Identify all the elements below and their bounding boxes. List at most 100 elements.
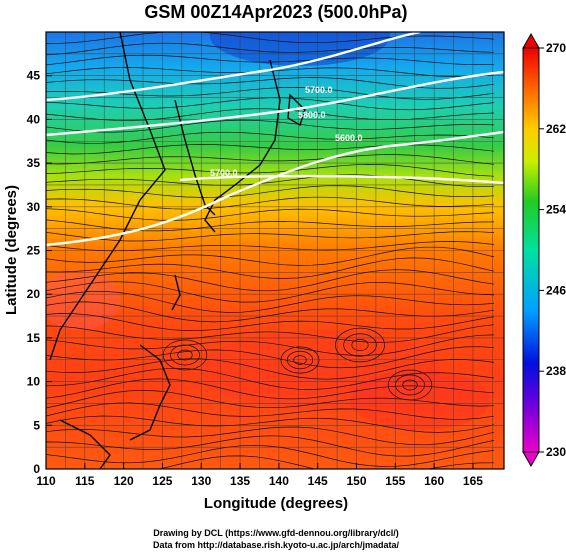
y-tick-label: 10 [27, 375, 41, 389]
colorbar-max-arrow [522, 32, 540, 49]
eddy-streamline [351, 339, 369, 351]
streamline [46, 32, 495, 44]
y-tick-label: 35 [27, 156, 41, 170]
x-axis-title: Longitude (degrees) [204, 495, 348, 512]
contour-label: 5700.0 [305, 85, 333, 95]
contour-label: 5600.0 [335, 133, 363, 143]
cold-core [210, 32, 390, 66]
contour-5800 [46, 130, 504, 247]
eddy-streamline [395, 374, 425, 396]
y-tick-label: 15 [27, 331, 41, 345]
chart-title: GSM 00Z14Apr2023 (500.0hPa) [144, 2, 407, 22]
streamline [46, 435, 495, 457]
colorbar-tick-label: 254 [546, 203, 566, 217]
x-tick-label: 135 [230, 474, 250, 488]
y-axis-ticks: 0 5 10 15 20 25 30 35 40 45 [27, 69, 52, 476]
y-tick-label: 25 [27, 244, 41, 258]
x-axis-ticks: 110 115 120 125 130 135 140 145 150 155 160 165 [36, 463, 483, 488]
colorbar-tick-label: 230 [546, 445, 566, 459]
streamline [46, 164, 495, 177]
contour-5600 [46, 32, 421, 102]
eddy-streamline [170, 344, 200, 366]
streamline [46, 402, 495, 420]
x-tick-label: 115 [75, 474, 95, 488]
streamline [46, 196, 495, 210]
colorbar: 230 238 246 254 262 270 [522, 32, 566, 468]
streamline [46, 290, 495, 313]
streamline [46, 444, 495, 467]
eddy-streamline [335, 327, 385, 363]
streamline [46, 108, 495, 121]
streamline [46, 219, 495, 232]
eddy-streamline [280, 346, 320, 374]
credit-data: Data from http://database.rish.kyoto-u.a… [153, 540, 400, 550]
streamline [46, 54, 495, 66]
streamline [46, 358, 495, 380]
colorbar-tick-label: 238 [546, 364, 566, 378]
streamline [46, 301, 495, 323]
coastline-japan [204, 59, 281, 233]
eddy-streamline [343, 333, 377, 357]
colorbar-ticks: 230 238 246 254 262 270 [539, 41, 566, 459]
streamline [46, 269, 495, 292]
x-tick-label: 160 [424, 474, 444, 488]
x-tick-label: 155 [385, 474, 405, 488]
eddy-streamline [177, 349, 193, 361]
height-contours [46, 32, 504, 247]
eddy-streamline [162, 339, 208, 371]
streamline [46, 426, 495, 446]
warm-patch [200, 330, 440, 410]
contour-5800-b [179, 174, 504, 185]
streamline [46, 415, 495, 433]
colorbar-tick-label: 262 [546, 122, 566, 136]
colorbar-tick-label: 270 [546, 41, 566, 55]
streamline [46, 208, 495, 221]
streamline [46, 241, 495, 252]
x-tick-label: 130 [191, 474, 211, 488]
x-tick-label: 125 [152, 474, 172, 488]
streamline [46, 334, 495, 356]
contour-label: 5700.0 [210, 168, 238, 178]
streamline [46, 246, 495, 266]
contour-label: 5800.0 [298, 110, 326, 120]
x-tick-label: 120 [114, 474, 134, 488]
x-tick-label: 165 [463, 474, 483, 488]
y-tick-label: 40 [27, 112, 41, 126]
coastlines [49, 32, 306, 469]
colorbar-min-arrow [522, 451, 540, 468]
y-tick-label: 5 [33, 418, 40, 432]
y-tick-label: 45 [27, 69, 41, 83]
streamline [46, 455, 495, 469]
streamline [46, 281, 495, 303]
y-tick-label: 20 [27, 287, 41, 301]
warm-patch [46, 270, 120, 330]
streamline [46, 346, 495, 369]
streamline [46, 119, 495, 133]
x-tick-label: 140 [269, 474, 289, 488]
coastline-mainland [49, 32, 166, 361]
contour-5700 [46, 70, 504, 137]
coastline-philippines [129, 344, 171, 441]
warm-patch [350, 370, 490, 430]
y-tick-label: 0 [33, 462, 40, 476]
streamline [46, 185, 495, 198]
eddy-streamline [402, 379, 418, 391]
y-tick-label: 30 [27, 200, 41, 214]
y-axis-title: Latitude (degrees) [3, 185, 20, 315]
streamline [46, 367, 495, 390]
x-tick-label: 110 [36, 474, 56, 488]
colorbar-scale [522, 47, 540, 453]
colorbar-tick-label: 246 [546, 283, 566, 297]
streamline [46, 42, 495, 56]
eddy-streamline [387, 369, 433, 401]
streamline [46, 257, 495, 279]
coastline-taiwan [171, 274, 181, 311]
wind-streamlines [46, 32, 495, 469]
streamline [46, 144, 495, 155]
coastline-korea [174, 99, 216, 216]
plot-area: 5700.0 5800.0 5600.0 5700.0 [45, 31, 505, 470]
streamline [46, 390, 495, 409]
x-tick-label: 150 [346, 474, 366, 488]
coastline-borneo [59, 419, 111, 469]
